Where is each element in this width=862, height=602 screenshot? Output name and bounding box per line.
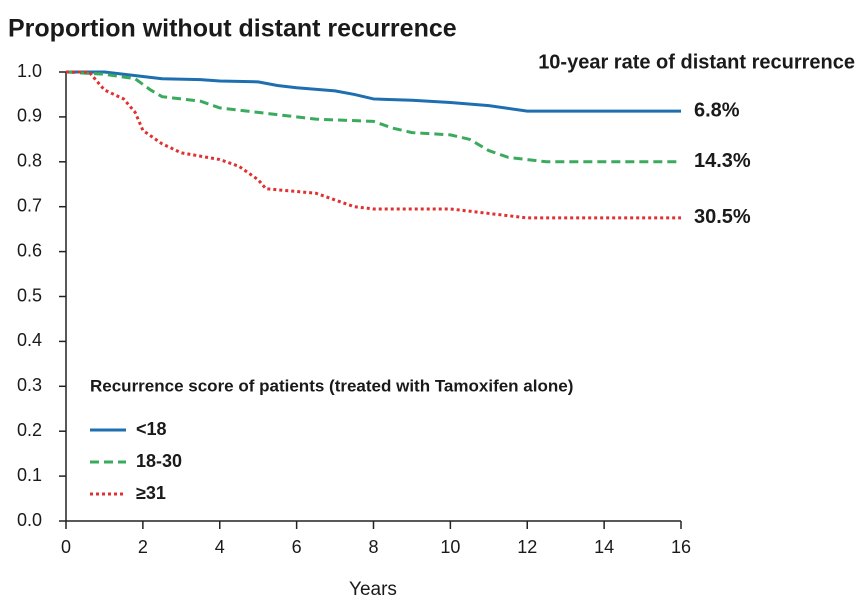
x-tick-label: 14 [594,537,614,557]
x-axis-label: Years [349,579,397,600]
end-label: 14.3% [694,150,751,172]
y-tick-label: 0.0 [17,510,42,530]
x-tick-label: 2 [138,537,148,557]
km-curve [66,70,681,220]
end-label: 30.5% [694,206,751,228]
annotation: 10-year rate of distant recurrence [538,51,855,73]
y-tick-label: 0.8 [17,151,42,171]
legend-label: <18 [136,419,167,439]
y-tick-label: 0.7 [17,195,42,215]
y-tick-label: 0.5 [17,285,42,305]
y-tick-label: 1.0 [17,61,42,81]
x-tick-label: 0 [61,537,71,557]
y-tick-label: 0.9 [17,106,42,126]
legend-label: 18-30 [136,451,182,471]
x-tick-label: 10 [440,537,460,557]
legend-label: ≥31 [136,483,166,503]
y-tick-label: 0.2 [17,420,42,440]
y-tick-label: 0.4 [17,330,42,350]
km-curve [65,70,681,164]
x-tick-label: 4 [215,537,225,557]
y-tick-label: 0.6 [17,240,42,260]
x-tick-label: 16 [671,537,691,557]
x-tick-label: 8 [368,537,378,557]
km-curve [66,70,681,113]
y-tick-label: 0.1 [17,465,42,485]
end-label: 6.8% [694,99,740,121]
legend-title: Recurrence score of patients (treated wi… [90,376,573,395]
y-tick-label: 0.3 [17,375,42,395]
x-tick-label: 12 [517,537,537,557]
chart-title: Proportion without distant recurrence [8,15,457,43]
x-tick-label: 6 [292,537,302,557]
